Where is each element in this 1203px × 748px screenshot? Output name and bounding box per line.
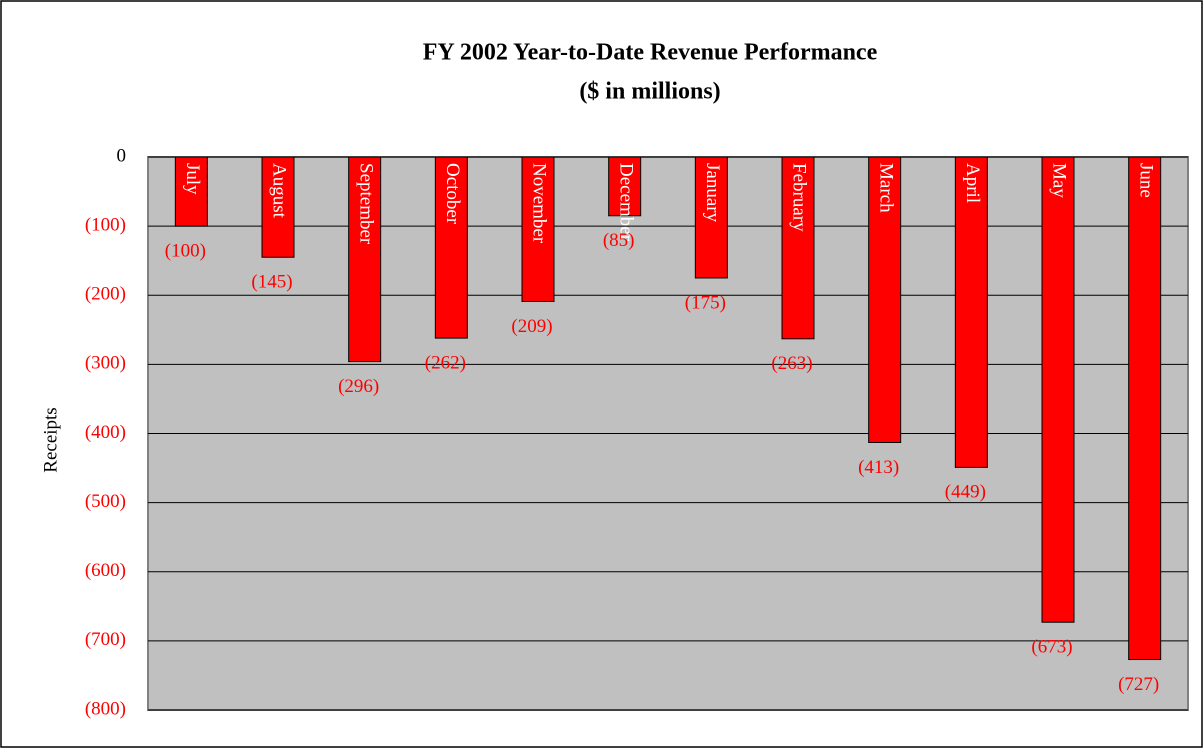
bar: [868, 156, 902, 443]
data-label: (145): [251, 272, 292, 293]
y-tick-label: (800): [85, 698, 126, 719]
x-tick-label: April: [962, 163, 983, 203]
data-label: (296): [338, 376, 379, 397]
y-tick-label: (400): [85, 422, 126, 443]
bar: [348, 156, 382, 363]
data-label: (727): [1118, 674, 1159, 695]
bar: [174, 156, 208, 227]
x-tick-label: June: [1135, 163, 1156, 198]
bar: [781, 156, 815, 340]
data-label: (262): [425, 352, 466, 373]
bar: [1128, 156, 1162, 661]
y-axis-label: Receipts: [40, 407, 61, 472]
x-tick-label: August: [269, 163, 290, 219]
x-tick-label: January: [702, 163, 723, 223]
x-tick-label: July: [182, 163, 203, 195]
x-tick-label: November: [529, 163, 550, 244]
data-label: (175): [685, 292, 726, 313]
bar: [608, 156, 642, 217]
y-tick-label: (500): [85, 491, 126, 512]
y-tick-label: 0: [117, 145, 127, 166]
y-tick-label: (700): [85, 629, 126, 650]
chart-title: FY 2002 Year-to-Date Revenue Performance: [423, 40, 878, 66]
x-tick-label: February: [789, 163, 810, 232]
bar: [694, 156, 728, 279]
x-tick-label: September: [355, 163, 376, 245]
x-tick-label: March: [875, 163, 896, 213]
data-label: (449): [945, 482, 986, 503]
bar: [521, 156, 555, 302]
y-tick-label: (200): [85, 284, 126, 305]
bar: [1041, 156, 1075, 623]
data-label: (100): [165, 240, 206, 261]
x-tick-label: December: [615, 163, 636, 242]
x-tick-label: October: [442, 163, 463, 225]
bar: [261, 156, 295, 258]
x-tick-label: May: [1049, 163, 1070, 198]
data-label: (209): [511, 316, 552, 337]
y-tick-label: (100): [85, 214, 126, 235]
data-label: (413): [858, 457, 899, 478]
chart-subtitle: ($ in millions): [579, 79, 720, 105]
y-tick-label: (600): [85, 560, 126, 581]
y-tick-label: (300): [85, 353, 126, 374]
bar: [434, 156, 468, 339]
bar: [954, 156, 988, 468]
data-label: (263): [771, 353, 812, 374]
data-label: (85): [603, 230, 635, 251]
data-label: (673): [1031, 637, 1072, 658]
